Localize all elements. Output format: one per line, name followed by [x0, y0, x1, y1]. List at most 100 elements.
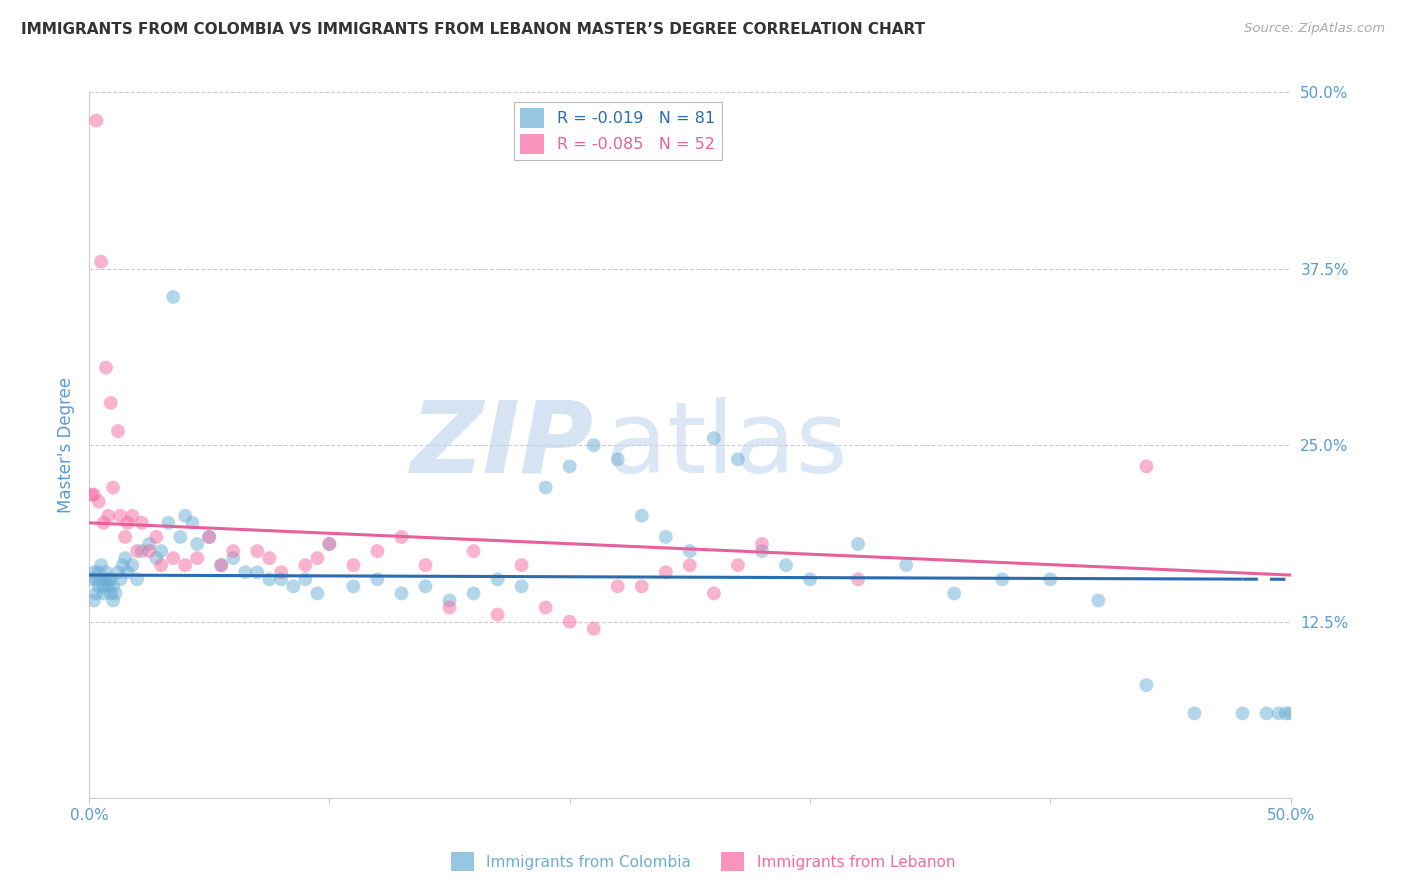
Point — [90, 558, 112, 573]
Point — [727, 452, 749, 467]
Point — [246, 544, 269, 558]
Point — [94, 566, 117, 580]
Point — [145, 551, 167, 566]
Point — [114, 551, 136, 566]
Point — [93, 516, 115, 530]
Point — [318, 537, 340, 551]
Point — [846, 537, 869, 551]
Point — [510, 558, 533, 573]
Text: IMMIGRANTS FROM COLOMBIA VS IMMIGRANTS FROM LEBANON MASTER’S DEGREE CORRELATION : IMMIGRANTS FROM COLOMBIA VS IMMIGRANTS F… — [21, 22, 925, 37]
Point — [318, 537, 340, 551]
Point — [186, 537, 208, 551]
Point — [100, 572, 122, 586]
Point — [222, 544, 245, 558]
Point — [84, 572, 107, 586]
Point — [1039, 572, 1062, 586]
Point — [1256, 706, 1278, 721]
Point — [114, 530, 136, 544]
Point — [307, 551, 329, 566]
Point — [415, 558, 437, 573]
Point — [655, 566, 678, 580]
Point — [233, 566, 256, 580]
Point — [145, 530, 167, 544]
Point — [1232, 706, 1254, 721]
Point — [83, 593, 105, 607]
Point — [181, 516, 204, 530]
Point — [558, 459, 581, 474]
Point — [510, 579, 533, 593]
Point — [606, 579, 628, 593]
Point — [121, 558, 143, 573]
Point — [283, 579, 305, 593]
Point — [94, 572, 117, 586]
Point — [87, 566, 110, 580]
Point — [259, 551, 281, 566]
Point — [209, 558, 232, 573]
Point — [90, 572, 112, 586]
Point — [558, 615, 581, 629]
Point — [110, 572, 132, 586]
Text: ZIP: ZIP — [411, 397, 593, 493]
Point — [246, 566, 269, 580]
Point — [894, 558, 917, 573]
Point — [307, 586, 329, 600]
Text: Source: ZipAtlas.com: Source: ZipAtlas.com — [1244, 22, 1385, 36]
Point — [1087, 593, 1109, 607]
Point — [1267, 706, 1289, 721]
Point — [127, 572, 149, 586]
Point — [486, 572, 509, 586]
Point — [186, 551, 208, 566]
Point — [84, 586, 107, 600]
Text: atlas: atlas — [606, 397, 848, 493]
Point — [799, 572, 821, 586]
Point — [1279, 706, 1302, 721]
Point — [534, 481, 557, 495]
Point — [121, 508, 143, 523]
Point — [93, 586, 115, 600]
Point — [100, 586, 122, 600]
Point — [751, 537, 773, 551]
Point — [655, 530, 678, 544]
Point — [582, 622, 605, 636]
Point — [84, 113, 107, 128]
Point — [703, 586, 725, 600]
Point — [463, 586, 485, 600]
Point — [107, 424, 129, 438]
Point — [294, 558, 316, 573]
Point — [342, 579, 364, 593]
Point — [87, 579, 110, 593]
Y-axis label: Master's Degree: Master's Degree — [58, 377, 75, 513]
Point — [943, 586, 966, 600]
Point — [97, 572, 120, 586]
Point — [117, 516, 139, 530]
Legend: R = -0.019   N = 81, R = -0.085   N = 52: R = -0.019 N = 81, R = -0.085 N = 52 — [515, 102, 721, 160]
Point — [582, 438, 605, 452]
Point — [415, 579, 437, 593]
Point — [846, 572, 869, 586]
Point — [463, 544, 485, 558]
Point — [606, 452, 628, 467]
Point — [703, 431, 725, 445]
Point — [630, 579, 652, 593]
Point — [169, 530, 191, 544]
Point — [174, 558, 197, 573]
Point — [87, 494, 110, 508]
Point — [150, 544, 173, 558]
Point — [1275, 706, 1298, 721]
Point — [342, 558, 364, 573]
Point — [679, 544, 702, 558]
Point — [80, 572, 103, 586]
Point — [294, 572, 316, 586]
Point — [131, 516, 153, 530]
Point — [138, 537, 160, 551]
Point — [104, 586, 127, 600]
Point — [222, 551, 245, 566]
Point — [162, 551, 184, 566]
Point — [101, 593, 124, 607]
Point — [775, 558, 797, 573]
Point — [270, 572, 292, 586]
Point — [1135, 459, 1157, 474]
Point — [534, 600, 557, 615]
Point — [94, 360, 117, 375]
Point — [679, 558, 702, 573]
